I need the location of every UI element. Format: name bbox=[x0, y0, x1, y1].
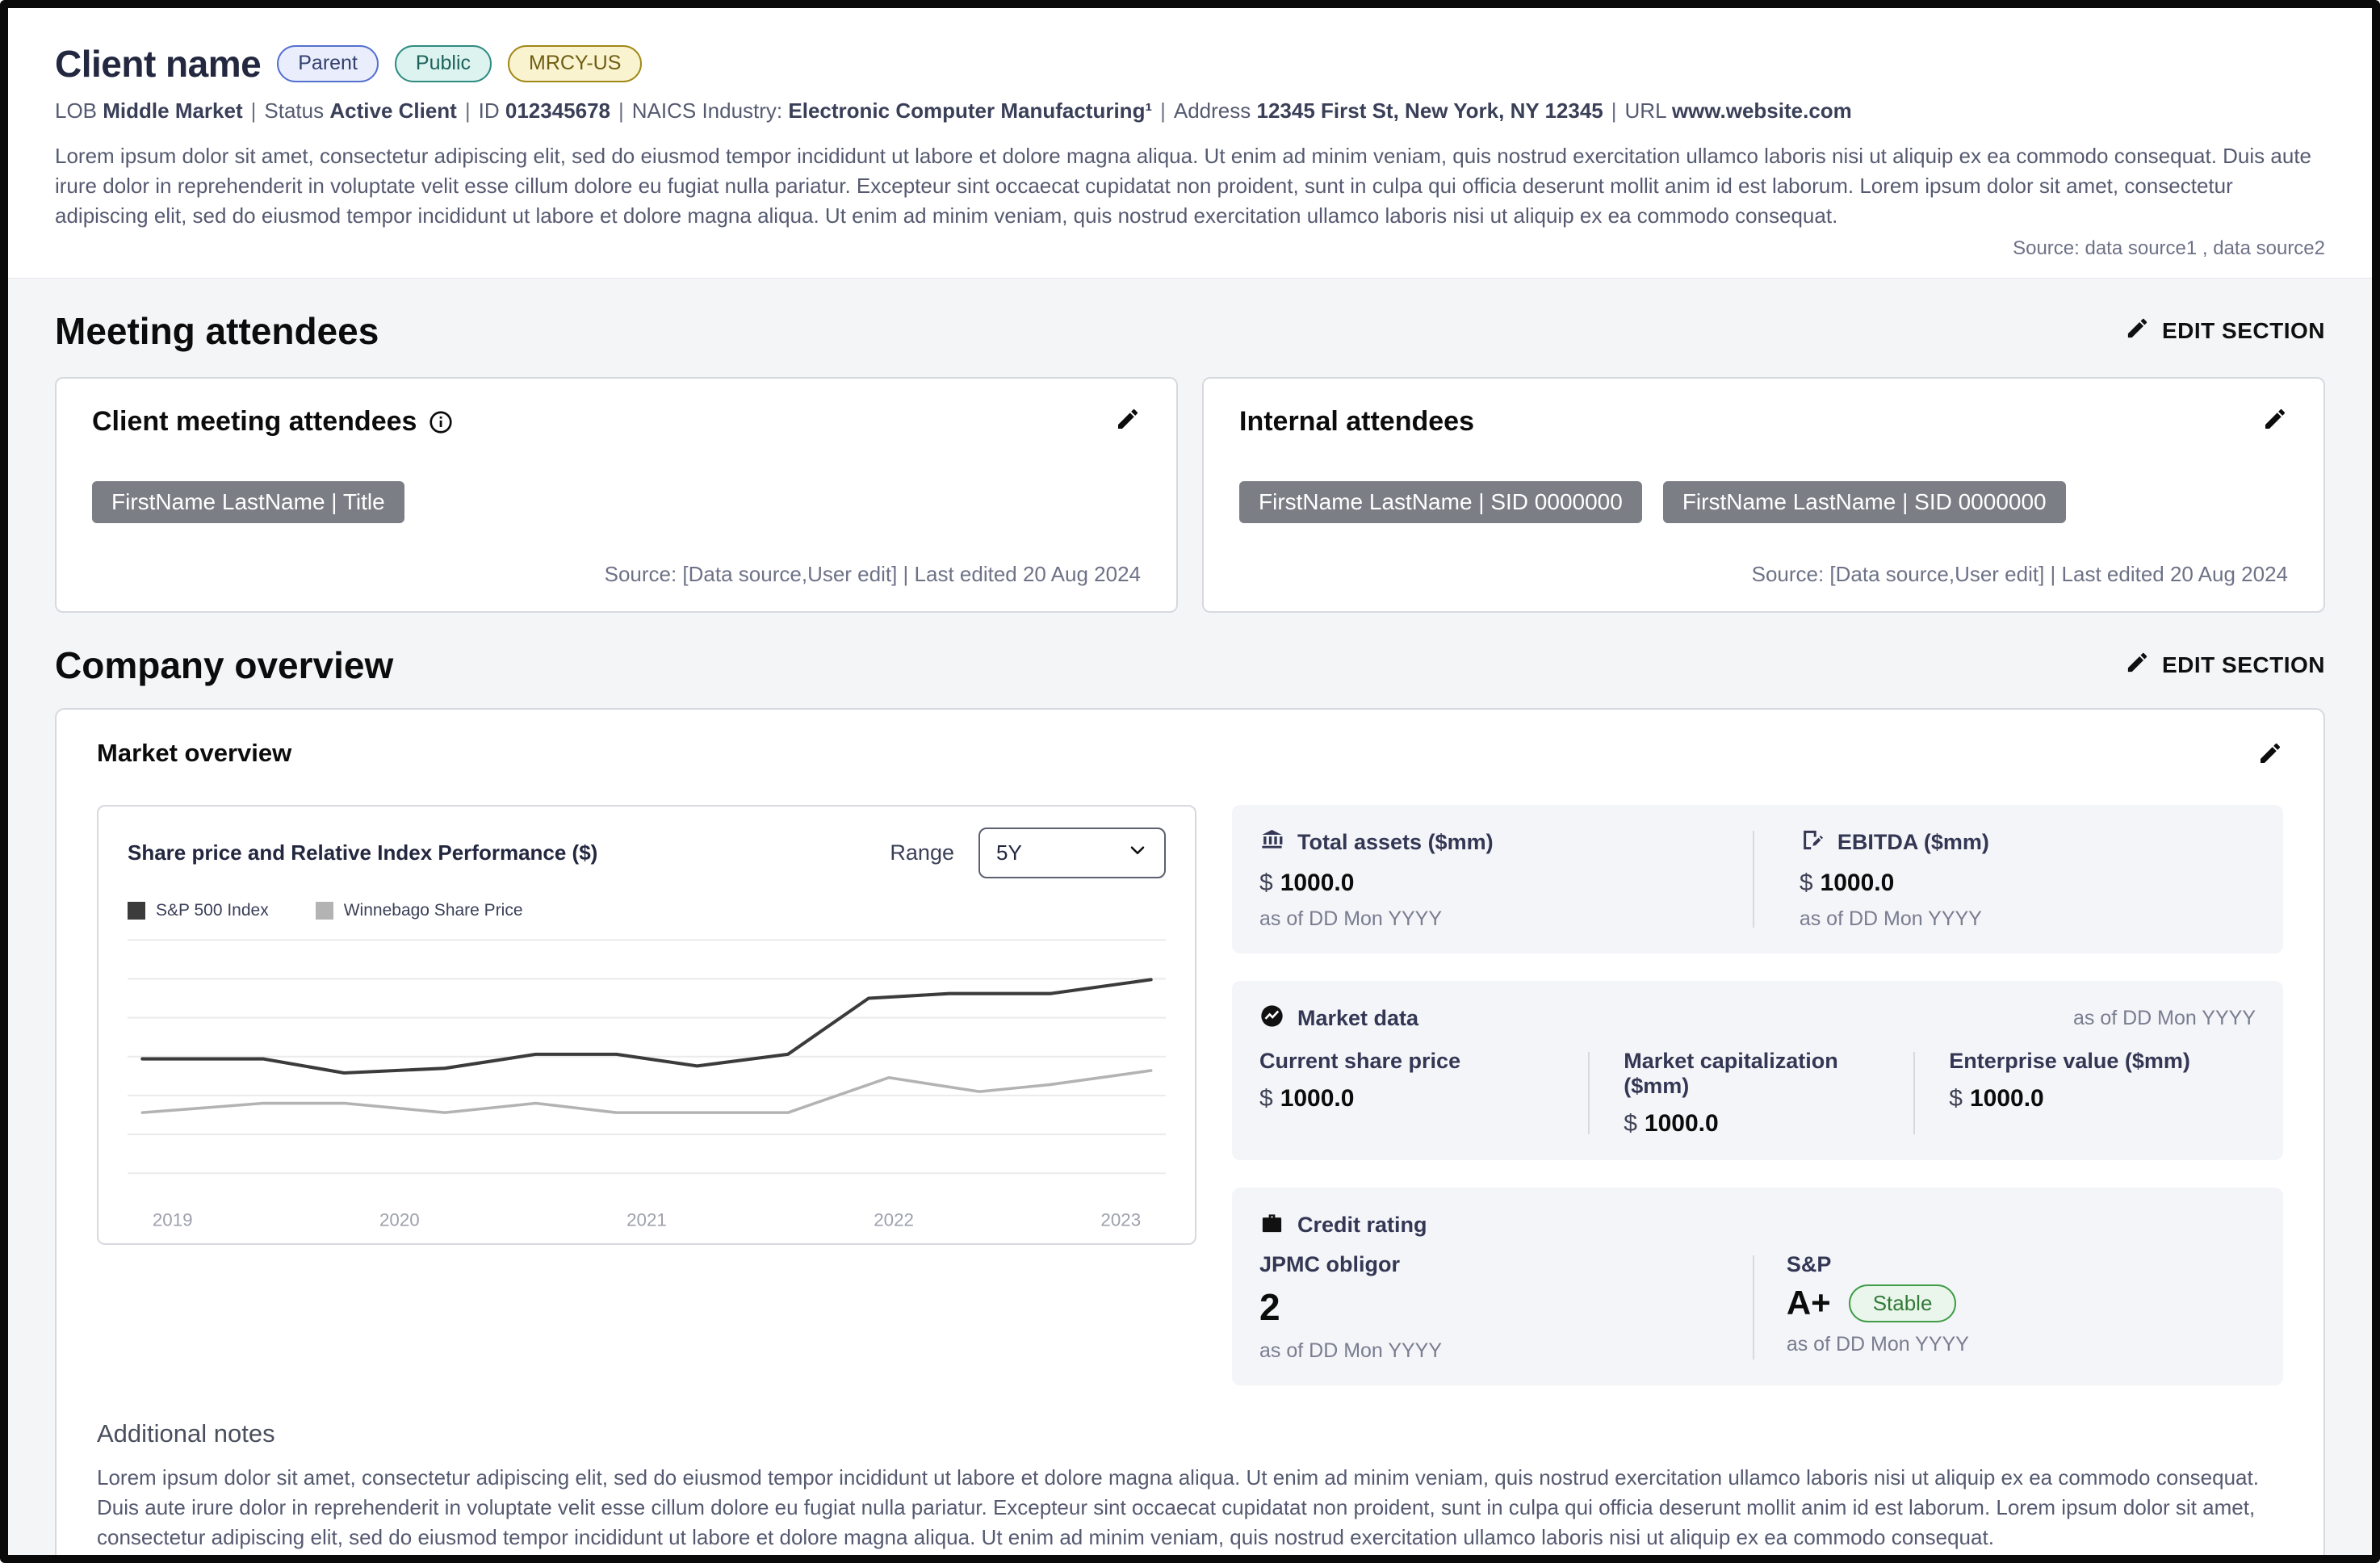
additional-notes-text: Lorem ipsum dolor sit amet, consectetur … bbox=[97, 1465, 2259, 1549]
internal-attendees-title: Internal attendees bbox=[1239, 406, 1474, 437]
client-attendees-source: Source: [Data source,User edit] | Last e… bbox=[604, 562, 1141, 586]
total-assets-as-of: as of DD Mon YYYY bbox=[1259, 907, 1443, 930]
legend-label: S&P 500 Index bbox=[156, 901, 269, 920]
chevron-down-icon bbox=[1127, 840, 1148, 866]
client-description: Lorem ipsum dolor sit amet, consectetur … bbox=[55, 144, 2311, 228]
credit-rating-label: Credit rating bbox=[1297, 1212, 1427, 1237]
info-address: Address 12345 First St, New York, NY 123… bbox=[1173, 98, 1617, 123]
svg-text:2022: 2022 bbox=[874, 1209, 914, 1230]
edit-internal-attendees-button[interactable] bbox=[2262, 406, 2288, 432]
market-cap-label: Market capitalization ($mm) bbox=[1624, 1049, 1838, 1098]
market-data-tile: Market data as of DD Mon YYYY Current sh… bbox=[1232, 981, 2283, 1160]
total-assets-value: $1000.0 bbox=[1259, 869, 1355, 896]
divider bbox=[1752, 831, 1754, 928]
svg-text:2023: 2023 bbox=[1100, 1209, 1141, 1230]
enterprise-value-label: Enterprise value ($mm) bbox=[1949, 1049, 2190, 1073]
info-url: URL www.website.com bbox=[1624, 98, 1852, 123]
ebitda-icon bbox=[1800, 828, 1825, 857]
jpmc-obligor-value: 2 bbox=[1259, 1286, 1280, 1328]
ebitda-value: $1000.0 bbox=[1799, 869, 1895, 896]
ebitda-as-of: as of DD Mon YYYY bbox=[1799, 907, 1982, 930]
client-name: Client name bbox=[55, 43, 262, 85]
client-attendees-card: Client meeting attendees FirstName LastN… bbox=[55, 377, 1178, 613]
svg-text:2021: 2021 bbox=[626, 1209, 667, 1230]
range-select[interactable]: 5Y bbox=[978, 828, 1166, 878]
svg-text:2019: 2019 bbox=[153, 1209, 193, 1230]
divider bbox=[1588, 1052, 1590, 1134]
client-header: Client name Parent Public MRCY-US LOB Mi… bbox=[8, 8, 2372, 279]
market-data-label: Market data bbox=[1297, 1005, 1419, 1030]
client-info-line: LOB Middle Market | Status Active Client | I… bbox=[55, 98, 2325, 124]
chart-title: Share price and Relative Index Performan… bbox=[128, 840, 598, 865]
legend-swatch bbox=[315, 902, 333, 920]
badge-ticker: MRCY-US bbox=[508, 45, 643, 82]
badge-public: Public bbox=[394, 45, 492, 82]
market-data-icon bbox=[1259, 1004, 1284, 1033]
info-status: Status Active Client | bbox=[264, 98, 471, 123]
internal-attendees-source: Source: [Data source,User edit] | Last e… bbox=[1751, 562, 2288, 586]
jpmc-obligor-label: JPMC obligor bbox=[1259, 1252, 1400, 1276]
additional-notes-heading: Additional notes bbox=[97, 1419, 275, 1448]
company-overview-heading: Company overview bbox=[55, 644, 394, 686]
jpmc-obligor-as-of: as of DD Mon YYYY bbox=[1259, 1339, 1443, 1362]
pencil-icon bbox=[2125, 650, 2150, 681]
additional-notes: Additional notes Lorem ipsum dolor sit a… bbox=[97, 1419, 2283, 1555]
legend-label: Winnebago Share Price bbox=[343, 901, 523, 920]
client-attendees-title: Client meeting attendees bbox=[92, 406, 417, 437]
edit-client-attendees-button[interactable] bbox=[1115, 406, 1141, 432]
attendee-chip: FirstName LastName | SID 0000000 bbox=[1239, 481, 1642, 523]
range-value: 5Y bbox=[996, 840, 1022, 865]
bank-icon bbox=[1259, 828, 1284, 857]
share-price-chart-panel: Share price and Relative Index Performan… bbox=[97, 805, 1196, 1246]
info-id: ID 012345678 | bbox=[478, 98, 624, 123]
sp-label: S&P bbox=[1786, 1252, 1832, 1276]
range-label: Range bbox=[890, 840, 954, 865]
edit-section-button-meeting[interactable]: EDIT SECTION bbox=[2125, 316, 2325, 346]
sp-as-of: as of DD Mon YYYY bbox=[1786, 1333, 1969, 1356]
info-icon[interactable] bbox=[428, 409, 454, 435]
current-share-price-value: $1000.0 bbox=[1259, 1085, 1355, 1112]
meeting-attendees-heading: Meeting attendees bbox=[55, 310, 379, 352]
badge-parent: Parent bbox=[277, 45, 379, 82]
info-naics: NAICS Industry: Electronic Computer Manu… bbox=[631, 98, 1166, 123]
sp-rating-value: A+ bbox=[1786, 1284, 1831, 1322]
current-share-price-label: Current share price bbox=[1259, 1049, 1461, 1073]
market-overview-title: Market overview bbox=[97, 739, 292, 767]
attendee-chip: FirstName LastName | Title bbox=[92, 481, 404, 523]
client-source: Source: data source1 , data source2 bbox=[2013, 237, 2325, 259]
market-data-as-of: as of DD Mon YYYY bbox=[2072, 1006, 2256, 1029]
edit-market-overview-button[interactable] bbox=[2257, 740, 2283, 766]
sp-outlook-badge: Stable bbox=[1848, 1284, 1957, 1322]
divider bbox=[1752, 1255, 1754, 1360]
ebitda-label: EBITDA ($mm) bbox=[1837, 829, 1989, 854]
svg-text:2020: 2020 bbox=[379, 1209, 420, 1230]
edit-section-button-company[interactable]: EDIT SECTION bbox=[2125, 650, 2325, 681]
chart-legend: S&P 500 Index Winnebago Share Price bbox=[128, 901, 1166, 920]
divider bbox=[1913, 1052, 1916, 1134]
pencil-icon bbox=[2125, 316, 2150, 346]
credit-rating-tile: Credit rating JPMC obligor 2 as of DD Mo… bbox=[1232, 1188, 2283, 1385]
share-price-chart: 2019 2020 2021 2022 2023 bbox=[128, 939, 1166, 1230]
briefcase-icon bbox=[1259, 1210, 1284, 1239]
legend-item: Winnebago Share Price bbox=[315, 901, 523, 920]
market-overview-card: Market overview Share price and Relative… bbox=[55, 708, 2325, 1555]
attendee-chip: FirstName LastName | SID 0000000 bbox=[1662, 481, 2066, 523]
market-cap-value: $1000.0 bbox=[1624, 1110, 1719, 1137]
info-lob: LOB Middle Market | bbox=[55, 98, 257, 123]
total-assets-label: Total assets ($mm) bbox=[1297, 829, 1494, 854]
internal-attendees-card: Internal attendees FirstName LastName | … bbox=[1202, 377, 2325, 613]
assets-ebitda-tile: Total assets ($mm) $1000.0 as of DD Mon … bbox=[1232, 805, 2283, 953]
enterprise-value-value: $1000.0 bbox=[1949, 1085, 2044, 1112]
legend-item: S&P 500 Index bbox=[128, 901, 269, 920]
legend-swatch bbox=[128, 902, 145, 920]
